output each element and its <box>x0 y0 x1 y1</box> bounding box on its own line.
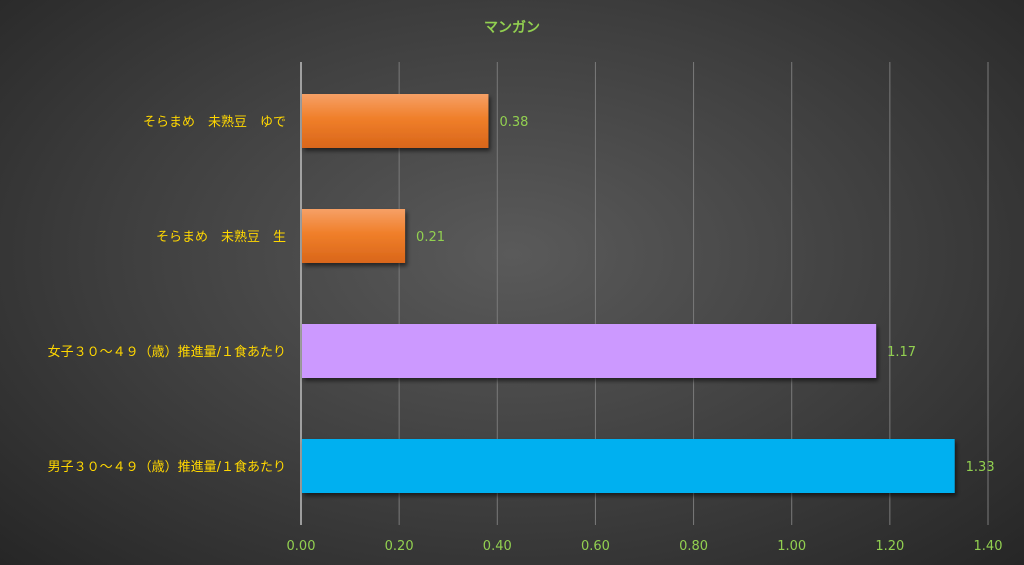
data-label: 1.17 <box>887 345 916 360</box>
data-label: 1.33 <box>966 460 995 475</box>
bar <box>302 439 955 493</box>
gridlines <box>300 62 989 525</box>
data-label: 0.38 <box>499 115 528 130</box>
bar <box>302 324 877 378</box>
category-label: 女子３０～４９（歳）推進量/１食あたり <box>48 344 286 360</box>
x-tick-label: 0.40 <box>483 539 512 554</box>
x-tick-label: 0.60 <box>581 539 610 554</box>
x-tick-label: 1.20 <box>875 539 904 554</box>
category-label: そらまめ 未熟豆 生 <box>156 229 286 245</box>
labels: そらまめ 未熟豆 ゆで 0.38 そらまめ 未熟豆 生 0.21 女子３０～４９（歳）推… <box>48 114 995 475</box>
x-tick-label: 1.40 <box>974 539 1003 554</box>
x-axis-ticks: 0.00 0.20 0.40 0.60 0.80 1.00 1.20 1.40 <box>287 539 1003 554</box>
bar <box>302 94 489 148</box>
x-tick-label: 0.80 <box>679 539 708 554</box>
x-tick-label: 0.00 <box>287 539 316 554</box>
bar <box>302 209 406 263</box>
chart-title: マンガン <box>484 20 540 36</box>
x-tick-label: 1.00 <box>777 539 806 554</box>
bars <box>302 94 955 493</box>
category-label: そらまめ 未熟豆 ゆで <box>143 114 286 130</box>
category-label: 男子３０～４９（歳）推進量/１食あたり <box>48 459 286 475</box>
data-label: 0.21 <box>416 230 445 245</box>
x-tick-label: 0.20 <box>385 539 414 554</box>
